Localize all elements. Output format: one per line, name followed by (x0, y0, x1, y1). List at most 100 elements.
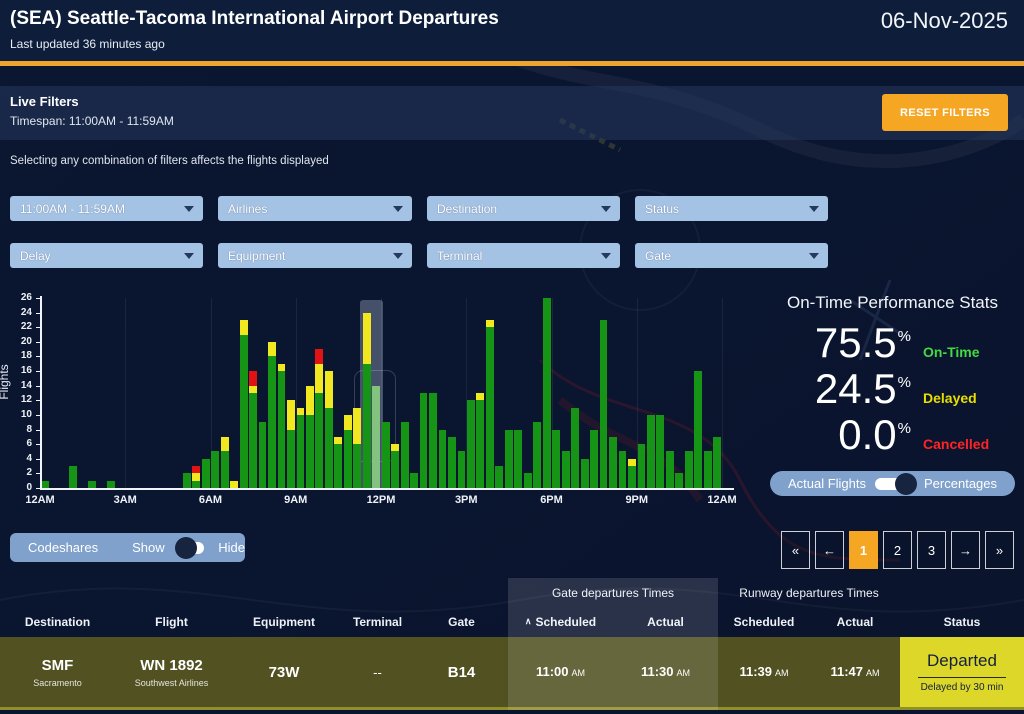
bar-segment-delayed[interactable] (296, 407, 305, 415)
bar-segment-delayed[interactable] (324, 371, 333, 408)
bar-segment-ontime[interactable] (609, 436, 617, 488)
bar-segment-delayed[interactable] (305, 385, 314, 415)
col-header-gate[interactable]: Gate (448, 615, 475, 629)
bar-segment-ontime[interactable] (448, 436, 456, 488)
bar-segment-delayed[interactable] (353, 407, 362, 445)
bar-segment-ontime[interactable] (391, 451, 400, 488)
page-button-»[interactable]: » (985, 531, 1014, 569)
filter-dropdown-status[interactable]: Status (635, 196, 828, 221)
filter-dropdown-delay[interactable]: Delay (10, 243, 203, 268)
bar-segment-ontime[interactable] (192, 480, 201, 488)
bar-segment-ontime[interactable] (457, 451, 466, 488)
bar-segment-ontime[interactable] (419, 393, 428, 488)
filter-dropdown-terminal[interactable]: Terminal (427, 243, 620, 268)
bar-segment-ontime[interactable] (637, 444, 646, 488)
bar-segment-ontime[interactable] (287, 429, 295, 488)
bar-segment-ontime[interactable] (410, 473, 419, 488)
bar-segment-ontime[interactable] (628, 466, 636, 488)
bar-segment-delayed[interactable] (343, 414, 352, 430)
bar-segment-ontime[interactable] (533, 422, 542, 488)
col-header-runway-actual[interactable]: Actual (836, 615, 874, 629)
bar-segment-ontime[interactable] (362, 363, 371, 488)
col-header-flight[interactable]: Flight (155, 615, 188, 629)
bar-segment-ontime[interactable] (590, 429, 598, 488)
bar-segment-ontime[interactable] (485, 327, 494, 488)
bar-segment-ontime[interactable] (268, 356, 276, 488)
bar-segment-ontime[interactable] (703, 451, 712, 488)
bar-segment-ontime[interactable] (381, 422, 390, 488)
page-button-→[interactable]: → (951, 531, 980, 569)
bar-segment-ontime[interactable] (580, 458, 589, 488)
bar-segment-delayed[interactable] (230, 480, 239, 488)
page-button-←[interactable]: ← (815, 531, 844, 569)
bar-segment-ontime[interactable] (675, 473, 684, 488)
bar-segment-ontime[interactable] (665, 451, 674, 488)
bar-segment-ontime[interactable] (334, 444, 343, 488)
bar-segment-ontime[interactable] (495, 466, 504, 488)
col-header-gate-actual[interactable]: Actual (647, 615, 684, 629)
bar-segment-delayed[interactable] (192, 473, 201, 481)
bar-segment-delayed[interactable] (476, 393, 485, 401)
reset-filters-button[interactable]: RESET FILTERS (882, 94, 1008, 131)
filter-dropdown-gate[interactable]: Gate (635, 243, 828, 268)
bar-segment-ontime[interactable] (694, 371, 703, 488)
bar-segment-delayed[interactable] (249, 385, 257, 393)
bar-segment-cancelled[interactable] (315, 349, 324, 364)
bar-segment-ontime[interactable] (561, 451, 570, 488)
filter-dropdown-equipment[interactable]: Equipment (218, 243, 412, 268)
bar-segment-ontime[interactable] (618, 451, 627, 488)
bar-segment-ontime[interactable] (305, 414, 314, 488)
col-header-equipment[interactable]: Equipment (253, 615, 315, 629)
bar-segment-ontime[interactable] (514, 429, 523, 488)
bar-segment-ontime[interactable] (400, 422, 409, 488)
bar-segment-ontime[interactable] (69, 466, 78, 488)
bar-segment-ontime[interactable] (182, 473, 191, 488)
page-button-1[interactable]: 1 (849, 531, 878, 569)
bar-segment-ontime[interactable] (542, 298, 551, 488)
bar-segment-delayed[interactable] (485, 319, 494, 328)
bar-segment-ontime[interactable] (476, 400, 485, 488)
bar-segment-delayed[interactable] (287, 400, 295, 430)
filter-dropdown-airlines[interactable]: Airlines (218, 196, 412, 221)
bar-segment-ontime[interactable] (684, 451, 693, 488)
bar-segment-ontime[interactable] (211, 451, 220, 488)
bar-segment-cancelled[interactable] (192, 466, 201, 474)
bar-segment-cancelled[interactable] (249, 371, 257, 386)
col-header-runway-scheduled[interactable]: Scheduled (733, 615, 795, 629)
bar-segment-delayed[interactable] (628, 458, 636, 467)
filter-dropdown-destination[interactable]: Destination (427, 196, 620, 221)
bar-segment-ontime[interactable] (220, 451, 229, 488)
col-header-status[interactable]: Status (943, 615, 981, 629)
bar-segment-delayed[interactable] (315, 363, 324, 393)
bar-segment-ontime[interactable] (571, 407, 580, 488)
col-header-gate-scheduled[interactable]: ∧ Scheduled (508, 607, 613, 637)
bar-segment-ontime[interactable] (239, 334, 248, 488)
bar-segment-ontime[interactable] (353, 444, 362, 488)
bar-segment-ontime[interactable] (438, 429, 447, 488)
bar-segment-delayed[interactable] (391, 444, 400, 452)
bar-segment-ontime[interactable] (296, 414, 305, 488)
page-button-2[interactable]: 2 (883, 531, 912, 569)
bar-segment-delayed[interactable] (268, 341, 276, 357)
bar-segment-delayed[interactable] (239, 319, 248, 335)
bar-segment-delayed[interactable] (334, 436, 343, 445)
bar-segment-ontime[interactable] (713, 436, 722, 488)
bar-segment-ontime[interactable] (656, 414, 665, 488)
col-header-terminal[interactable]: Terminal (352, 615, 403, 629)
bar-segment-ontime[interactable] (552, 429, 561, 488)
bar-segment-ontime[interactable] (107, 480, 115, 488)
bar-segment-ontime[interactable] (372, 385, 381, 488)
bar-segment-ontime[interactable] (504, 429, 513, 488)
toggle-switch[interactable] (875, 472, 918, 495)
bar-segment-delayed[interactable] (277, 363, 286, 372)
codeshares-toggle[interactable]: Codeshares Show Hide (10, 533, 245, 562)
bar-segment-ontime[interactable] (249, 393, 257, 488)
bar-segment-ontime[interactable] (429, 393, 437, 488)
bar-segment-ontime[interactable] (523, 473, 532, 488)
bar-segment-ontime[interactable] (88, 480, 96, 488)
col-header-destination[interactable]: Destination (24, 615, 91, 629)
page-button-3[interactable]: 3 (917, 531, 946, 569)
bar-segment-ontime[interactable] (40, 480, 49, 488)
bar-segment-ontime[interactable] (324, 407, 333, 488)
bar-segment-delayed[interactable] (362, 312, 371, 364)
